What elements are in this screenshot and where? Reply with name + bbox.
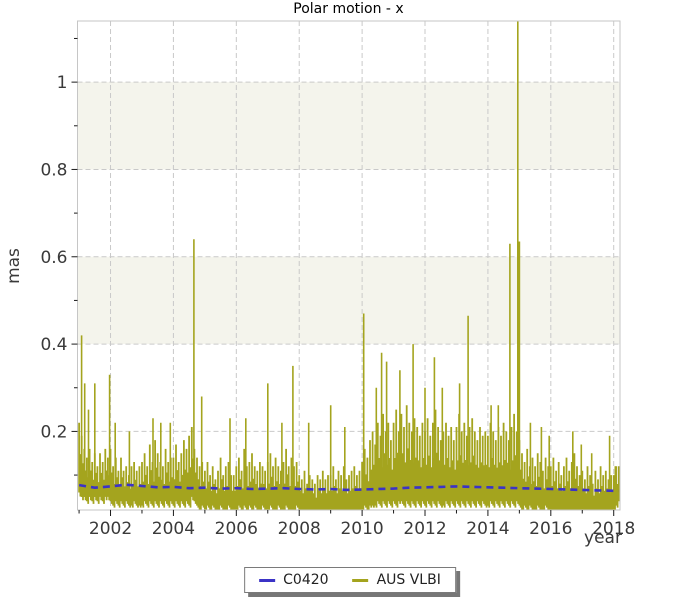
background-band	[77, 82, 620, 170]
x-tick-label: 2010	[340, 519, 383, 539]
x-tick-label: 2006	[215, 519, 258, 539]
y-tick-label: 1	[57, 73, 68, 93]
plot-border	[77, 20, 621, 511]
c0420-series	[78, 483, 619, 493]
background-band	[77, 256, 620, 345]
legend-item-aus-vlbi: AUS VLBI	[352, 572, 441, 588]
aus-vlbi-peaks	[80, 21, 617, 497]
x-tick-label: 2014	[466, 519, 509, 539]
y-tick-label: 0.4	[40, 335, 67, 355]
chart-title: Polar motion - x	[293, 1, 404, 17]
legend-label-c0420: C0420	[283, 572, 329, 588]
x-tick-label: 2016	[529, 519, 572, 539]
legend-item-c0420: C0420	[259, 572, 329, 588]
x-tick-label: 2012	[403, 519, 446, 539]
x-tick-label: 2008	[278, 519, 321, 539]
legend-label-aus-vlbi: AUS VLBI	[376, 572, 441, 588]
x-tick-label: 2002	[89, 519, 132, 539]
y-tick-label: 0.2	[40, 422, 67, 442]
legend: C0420 AUS VLBI	[244, 567, 456, 593]
x-axis-label: year	[584, 528, 622, 548]
y-tick-label: 0.6	[40, 248, 67, 268]
y-tick-label: 0.8	[40, 160, 67, 180]
x-tick-label: 2018	[592, 519, 635, 539]
aus-vlbi-line-swatch	[352, 578, 369, 582]
x-tick-label: 2004	[152, 519, 195, 539]
c0420-line-swatch	[259, 578, 276, 582]
